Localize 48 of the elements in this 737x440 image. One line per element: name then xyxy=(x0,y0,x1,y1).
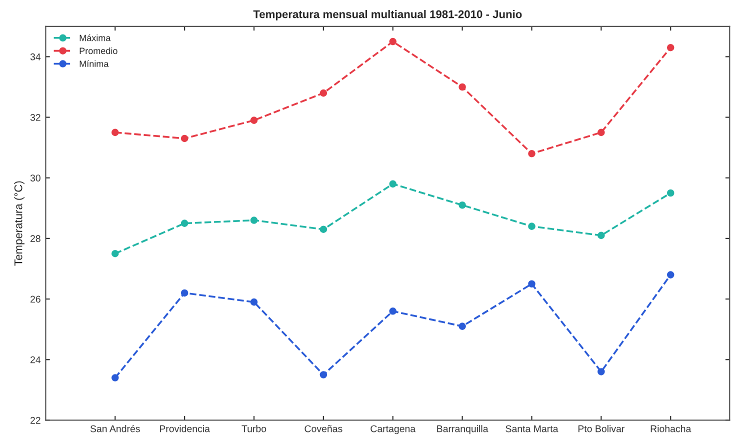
point xyxy=(666,189,674,197)
y-tick-label: 26 xyxy=(30,296,40,303)
point xyxy=(389,180,397,188)
point xyxy=(666,44,674,52)
y-tick-label: 28 xyxy=(30,235,40,242)
point xyxy=(528,222,536,230)
point xyxy=(666,271,674,278)
x-tick-label: Cartagena xyxy=(370,425,416,434)
legend-label: Promedio xyxy=(80,47,118,54)
point xyxy=(458,201,466,209)
y-axis-title: Temperatura (°C) xyxy=(14,181,24,266)
x-tick-label: Riohacha xyxy=(650,425,692,432)
point xyxy=(320,371,328,378)
point xyxy=(111,128,119,136)
point xyxy=(180,220,188,227)
point xyxy=(250,216,258,224)
x-tick-label: Pto Bolivar xyxy=(578,425,625,432)
point xyxy=(250,298,258,306)
legend-label: Mínima xyxy=(80,60,109,68)
point xyxy=(458,322,466,330)
point xyxy=(528,150,536,158)
legend-label: Máxima xyxy=(80,34,111,42)
y-tick-label: 34 xyxy=(30,53,41,60)
y-tick-label: 30 xyxy=(30,174,40,182)
point xyxy=(320,89,328,97)
point xyxy=(458,83,466,91)
y-tick-label: 22 xyxy=(30,416,40,424)
point xyxy=(598,128,605,136)
point xyxy=(598,368,605,376)
point xyxy=(250,116,258,124)
point xyxy=(111,250,119,258)
point xyxy=(320,226,328,234)
point xyxy=(389,308,397,315)
x-tick-label: Providencia xyxy=(160,425,210,432)
y-tick-label: 24 xyxy=(30,356,41,364)
point xyxy=(528,280,536,288)
x-tick-label: San Andrés xyxy=(90,424,140,432)
point xyxy=(111,374,119,382)
point xyxy=(389,38,397,46)
x-tick-label: Turbo xyxy=(242,425,266,432)
x-tick-label: Barranquilla xyxy=(437,425,488,434)
point xyxy=(598,232,605,240)
chart-title: Temperatura mensual multianual 1981-2010 - Junio xyxy=(253,10,522,20)
x-tick-label: Santa Marta xyxy=(506,425,558,432)
x-tick-label: Coveñas xyxy=(304,425,342,432)
point xyxy=(180,134,188,142)
point xyxy=(180,289,188,297)
y-tick-label: 32 xyxy=(30,114,40,121)
